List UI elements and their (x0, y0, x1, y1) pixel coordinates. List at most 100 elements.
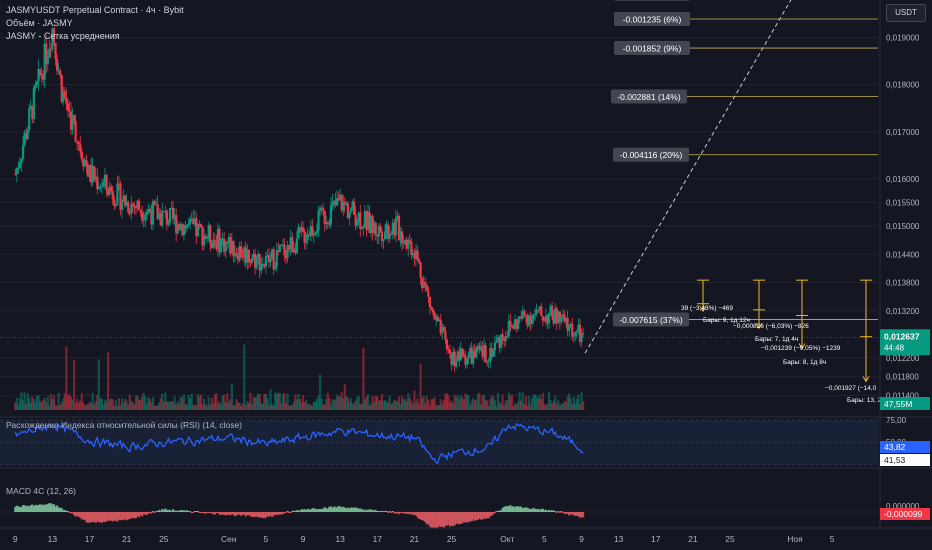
volume-bar (171, 401, 175, 410)
volume-bar (507, 392, 510, 410)
grid-legend[interactable]: JASMY - Сетка усреднения (6, 31, 120, 41)
candle (320, 207, 323, 209)
volume-bar (345, 396, 348, 410)
volume-bar (445, 393, 449, 410)
last-price-badge[interactable] (880, 329, 930, 356)
candle (391, 222, 394, 234)
grid-level-label-box[interactable] (613, 312, 689, 327)
macd-bar (547, 509, 551, 512)
projection-bars[interactable]: Бары: 13, 2 (847, 397, 882, 404)
macd-bar (18, 507, 22, 512)
macd-title[interactable]: MACD 4C (12, 26) (6, 486, 76, 496)
volume-bar (329, 404, 332, 410)
volume-bar (210, 397, 213, 410)
candle (181, 224, 184, 236)
volume-bar (79, 400, 82, 410)
projection-change[interactable]: 39 (−3,43%) −469 (681, 305, 733, 312)
volume-value[interactable]: 47,55M (884, 399, 912, 409)
candle (577, 324, 580, 332)
last-price-value[interactable]: 0,012637 (884, 331, 920, 341)
volume-bar (286, 393, 289, 410)
candle (442, 327, 445, 331)
volume-bar (493, 400, 496, 410)
price-axis[interactable]: 0,019000 0,018000 0,017000 0,016000 0,015500… (879, 0, 930, 528)
volume-bar (413, 390, 416, 410)
grid-level-label[interactable]: -0.007615 (37%) (619, 315, 682, 325)
candle (479, 346, 483, 350)
macd-bar (226, 512, 229, 515)
volume-bar (300, 402, 303, 410)
rsi-value-badge[interactable] (880, 441, 930, 453)
grid-level-label[interactable]: -0.002881 (14%) (617, 92, 680, 102)
candle (209, 225, 212, 244)
projection-markers[interactable]: 39 (−3,43%) −469 Бары: 9, 1д 12ч−0,000826… (681, 279, 882, 404)
volume-bar (243, 344, 246, 410)
grid-level-label-box[interactable] (614, 41, 690, 56)
grid-level-label-box[interactable] (611, 89, 687, 104)
macd-bar (391, 511, 394, 512)
macd-bar (195, 511, 198, 512)
candle (178, 224, 181, 230)
projection-change[interactable]: −0,001927 (−14,0 (825, 385, 877, 392)
macd-bar (263, 512, 266, 519)
macd-value[interactable]: -0,000099 (884, 509, 923, 519)
projection-bars[interactable]: Бары: 8, 1д 8ч (783, 359, 826, 366)
macd-bar (199, 512, 203, 513)
grid-levels[interactable]: -0.000700 (3.4%)-0.001235 (6%)-0.001852 … (611, 0, 878, 327)
candle (266, 255, 269, 257)
currency-button[interactable]: USDT (886, 4, 926, 22)
volume-badge[interactable] (880, 397, 930, 410)
time-axis[interactable]: 9 13 17 21 25 Сен 5 9 13 17 21 25 Окт 5 9 13 17 21 25 Ноя 5 (0, 527, 932, 544)
candle (486, 361, 489, 363)
macd-bar (577, 512, 580, 517)
candle (563, 314, 566, 322)
rsi-title[interactable]: Расхождение Индекса относительной силы (… (6, 420, 243, 430)
macd-bar (414, 512, 418, 516)
candle (349, 208, 353, 212)
trend-line[interactable] (584, 0, 792, 354)
candle (284, 255, 288, 259)
grid-level-label[interactable]: -0.001852 (9%) (623, 44, 682, 54)
macd-bar (298, 510, 302, 512)
volume-bar (529, 403, 532, 410)
volume-bar (464, 393, 467, 410)
macd-value-badge[interactable] (880, 508, 930, 520)
candle (198, 224, 201, 226)
macd-bar (94, 512, 97, 523)
grid-level-label[interactable]: -0.001235 (6%) (623, 14, 682, 24)
projection-change[interactable]: −0,000826 (−6,03%) −826 (733, 323, 809, 330)
rsi-ma-value[interactable]: 41,53 (884, 455, 906, 465)
macd-bar (569, 512, 572, 515)
macd-bar (181, 510, 184, 512)
macd-bar (366, 510, 370, 512)
candle (431, 309, 435, 313)
volume-bar (527, 396, 531, 410)
volume-legend[interactable]: Объём · JASMY (6, 18, 73, 28)
macd-bar (441, 512, 444, 527)
candle (581, 333, 585, 335)
symbol-legend[interactable]: JASMYUSDT Perpetual Contract · 4ч · Bybi… (6, 5, 184, 15)
projection-bars[interactable]: Бары: 9, 1д 12ч (703, 317, 750, 324)
macd-bar (518, 506, 521, 512)
candle (246, 249, 249, 263)
projection-bars[interactable]: Бары: 7, 1д 4ч (755, 336, 798, 343)
candle (314, 232, 317, 235)
candle (227, 237, 230, 244)
grid-level-label-box[interactable] (614, 0, 690, 1)
rsi-value[interactable]: 43,82 (884, 442, 906, 452)
volume-bar (325, 399, 328, 410)
macd-bar (431, 512, 435, 529)
candle (458, 351, 461, 361)
grid-level-label-box[interactable] (614, 11, 690, 26)
volume-bar (346, 397, 350, 410)
grid-level-label-box[interactable] (613, 147, 689, 162)
grid-level-label[interactable]: -0.004116 (20%) (620, 150, 683, 160)
macd-bar (292, 510, 295, 512)
macd-bar (438, 512, 441, 527)
volume-bar (240, 405, 243, 410)
projection-change[interactable]: −0,001239 (−9,05%) −1239 (761, 345, 841, 352)
rsi-ma-badge[interactable] (880, 454, 930, 466)
macd-bar (523, 507, 526, 512)
